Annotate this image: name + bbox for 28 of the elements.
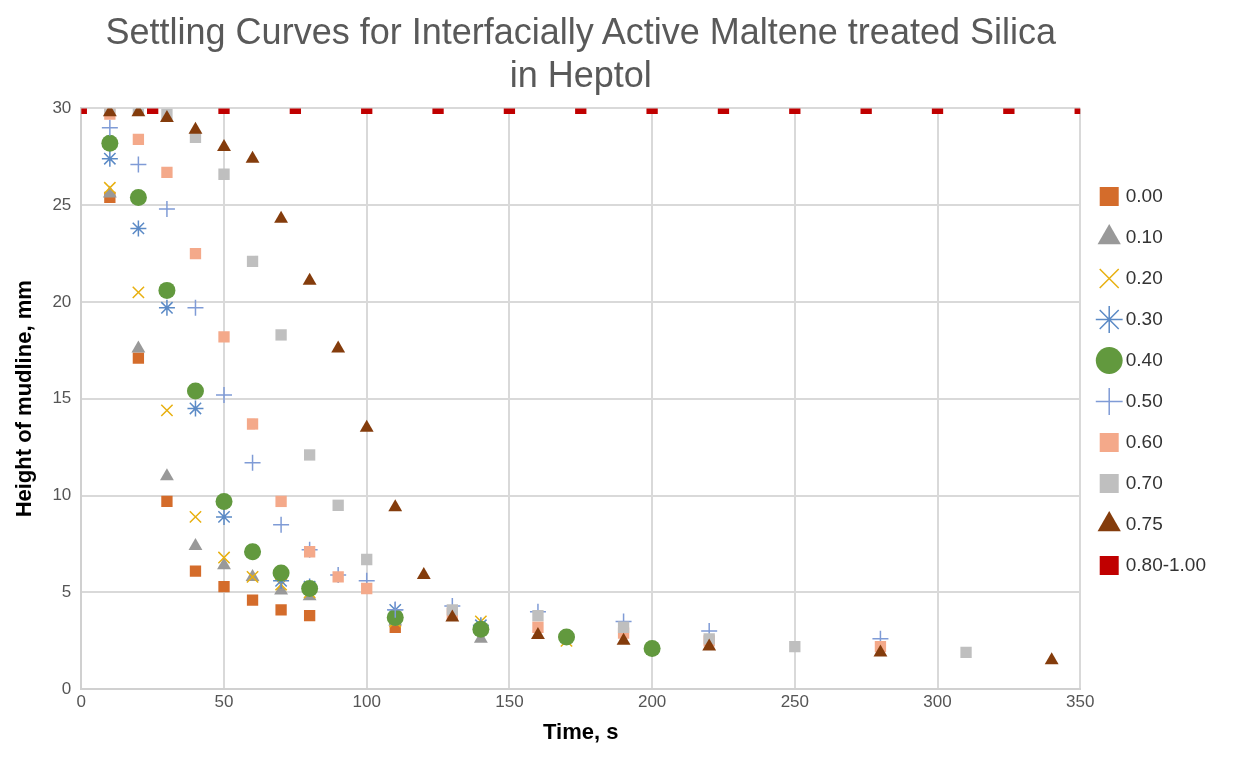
- legend-label: 0.40: [1125, 348, 1163, 370]
- x-tick-label: 0: [76, 692, 87, 712]
- x-tick-label: 250: [780, 692, 809, 712]
- y-tick-label: 5: [61, 582, 72, 602]
- chart-title: Settling Curves for Interfacially Active Maltene treated Silica in Heptol: [105, 10, 1057, 95]
- legend-label: 0.30: [1125, 307, 1163, 329]
- y-tick-label: 15: [52, 388, 72, 408]
- legend-label: 0.20: [1125, 266, 1163, 288]
- legend-label: 0.80-1.00: [1125, 553, 1207, 575]
- y-tick-label: 25: [52, 194, 72, 214]
- y-tick-label: 30: [52, 98, 72, 118]
- x-tick-label: 100: [352, 692, 381, 712]
- x-tick-label: 300: [923, 692, 952, 712]
- x-axis-title: Time, s: [543, 718, 619, 744]
- legend-label: 0.00: [1125, 184, 1163, 206]
- y-tick-label: 10: [52, 485, 72, 505]
- x-tick-label: 200: [637, 692, 667, 712]
- legend-label: 0.75: [1125, 512, 1163, 534]
- legend-label: 0.50: [1125, 389, 1163, 411]
- y-tick-label: 20: [52, 291, 72, 311]
- legend-label: 0.10: [1125, 225, 1163, 247]
- x-tick-label: 150: [495, 692, 524, 712]
- y-axis-title: Height of mudline, mm: [11, 280, 37, 518]
- x-tick-label: 350: [1066, 692, 1095, 712]
- y-tick-label: 0: [61, 678, 72, 698]
- legend-label: 0.70: [1125, 471, 1163, 493]
- x-tick-label: 50: [214, 692, 234, 712]
- legend-label: 0.60: [1125, 430, 1163, 452]
